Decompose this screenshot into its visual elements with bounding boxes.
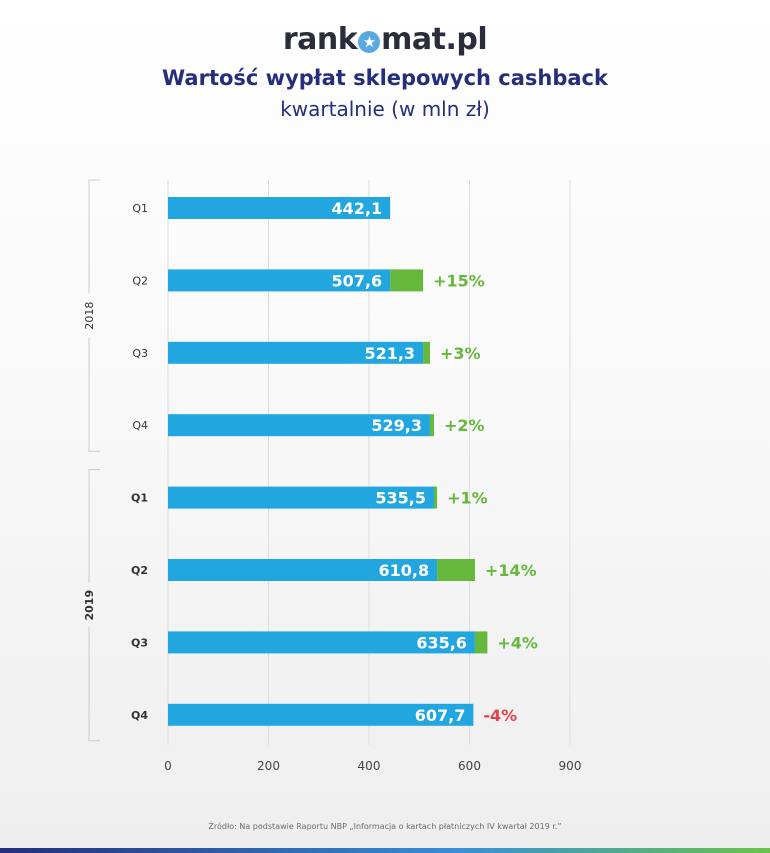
- x-tick-label: 0: [164, 759, 172, 773]
- bar: [168, 486, 434, 509]
- category-label: Q3: [132, 347, 148, 360]
- change-label: +1%: [447, 489, 488, 508]
- group-label: 2018: [83, 302, 96, 330]
- category-label: Q4: [131, 709, 148, 722]
- bar-value-label: 442,1: [332, 199, 383, 218]
- category-label: Q1: [131, 492, 148, 505]
- bar-value-label: 535,5: [375, 489, 426, 508]
- bar: [168, 559, 438, 581]
- bar-value-label: 610,8: [378, 561, 429, 580]
- logo-text-end: mat.pl: [381, 22, 488, 57]
- bar: [168, 414, 430, 437]
- bar-value-label: 607,7: [415, 706, 466, 725]
- x-tick-label: 200: [257, 759, 280, 773]
- bar-increase: [433, 486, 438, 509]
- bar-increase: [437, 559, 475, 581]
- change-label: -4%: [483, 706, 517, 725]
- source-note: Źródło: Na podstawie Raportu NBP „Inform…: [208, 822, 562, 831]
- bar-increase: [474, 631, 488, 654]
- bar: [168, 269, 391, 292]
- logo-text-start: rank: [282, 22, 358, 57]
- group-bracket: [88, 179, 100, 452]
- change-label: +3%: [440, 344, 481, 363]
- star-icon: ★: [358, 31, 381, 53]
- category-label: Q1: [132, 202, 148, 215]
- bar-value-label: 635,6: [416, 633, 467, 652]
- bar: [168, 197, 391, 219]
- category-label: Q2: [131, 564, 148, 577]
- x-tick-label: 400: [358, 759, 381, 773]
- bar: [168, 341, 424, 364]
- x-tick-label: 900: [559, 759, 582, 773]
- change-label: +2%: [444, 416, 485, 435]
- bar: [168, 703, 474, 726]
- bar-increase: [423, 341, 430, 364]
- change-label: +4%: [497, 633, 538, 652]
- group-label: 2019: [83, 590, 96, 621]
- bar-increase: [429, 414, 434, 437]
- category-label: Q4: [132, 419, 148, 432]
- bar-value-label: 507,6: [332, 271, 383, 290]
- bar-increase: [390, 269, 424, 292]
- category-label: Q2: [132, 274, 148, 287]
- chart-title: Wartość wypłat sklepowych cashback: [162, 66, 608, 90]
- bar-value-label: 521,3: [364, 344, 415, 363]
- x-tick-label: 600: [458, 759, 481, 773]
- rankomat-logo: rank ★ mat.pl: [0, 22, 770, 57]
- bar: [168, 631, 475, 654]
- cashback-bar-chart: 0 200 400 600 900 2018 2019 Q1 442,1 Q2 507,6 +15% Q…: [83, 179, 582, 773]
- group-bracket: [88, 469, 100, 742]
- footer-gradient-bar: [0, 848, 770, 853]
- chart-subtitle: kwartalnie (w mln zł): [280, 97, 490, 121]
- category-label: Q3: [131, 636, 148, 649]
- change-label: +14%: [485, 561, 537, 580]
- change-label: +15%: [433, 271, 485, 290]
- bar-value-label: 529,3: [371, 416, 422, 435]
